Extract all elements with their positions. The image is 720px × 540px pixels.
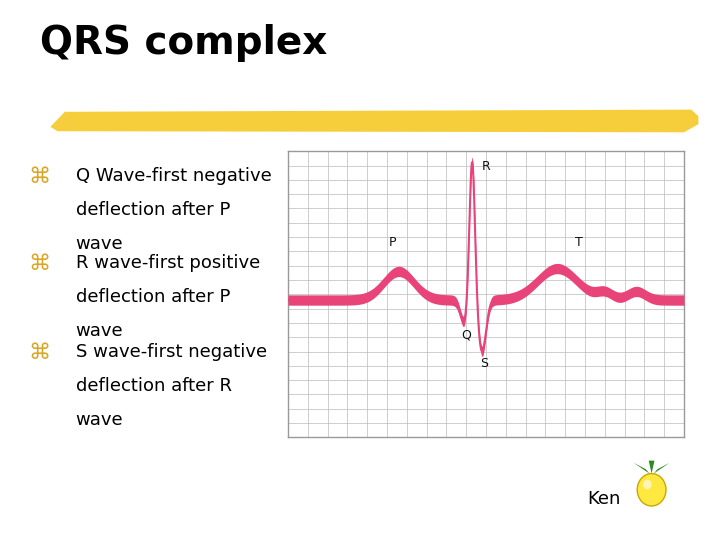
Text: R wave-first positive: R wave-first positive bbox=[76, 254, 260, 272]
Text: deflection after P: deflection after P bbox=[76, 201, 230, 219]
Text: ⌘: ⌘ bbox=[29, 254, 51, 274]
Text: S wave-first negative: S wave-first negative bbox=[76, 343, 266, 361]
Text: wave: wave bbox=[76, 322, 123, 340]
Polygon shape bbox=[649, 461, 654, 474]
Text: deflection after P: deflection after P bbox=[76, 288, 230, 306]
Text: Q: Q bbox=[462, 329, 471, 342]
Polygon shape bbox=[654, 463, 670, 474]
Text: Q Wave-first negative: Q Wave-first negative bbox=[76, 167, 271, 185]
Text: wave: wave bbox=[76, 411, 123, 429]
Text: T: T bbox=[575, 237, 583, 249]
Text: R: R bbox=[482, 160, 490, 173]
Ellipse shape bbox=[637, 474, 666, 506]
Text: P: P bbox=[390, 237, 397, 249]
Text: ⌘: ⌘ bbox=[29, 343, 51, 363]
Ellipse shape bbox=[643, 480, 652, 489]
Polygon shape bbox=[50, 110, 698, 132]
Text: S: S bbox=[480, 357, 488, 370]
Text: Ken: Ken bbox=[587, 490, 620, 508]
Text: deflection after R: deflection after R bbox=[76, 377, 232, 395]
Polygon shape bbox=[634, 463, 649, 474]
Text: wave: wave bbox=[76, 235, 123, 253]
Text: QRS complex: QRS complex bbox=[40, 24, 327, 62]
Text: ⌘: ⌘ bbox=[29, 167, 51, 187]
